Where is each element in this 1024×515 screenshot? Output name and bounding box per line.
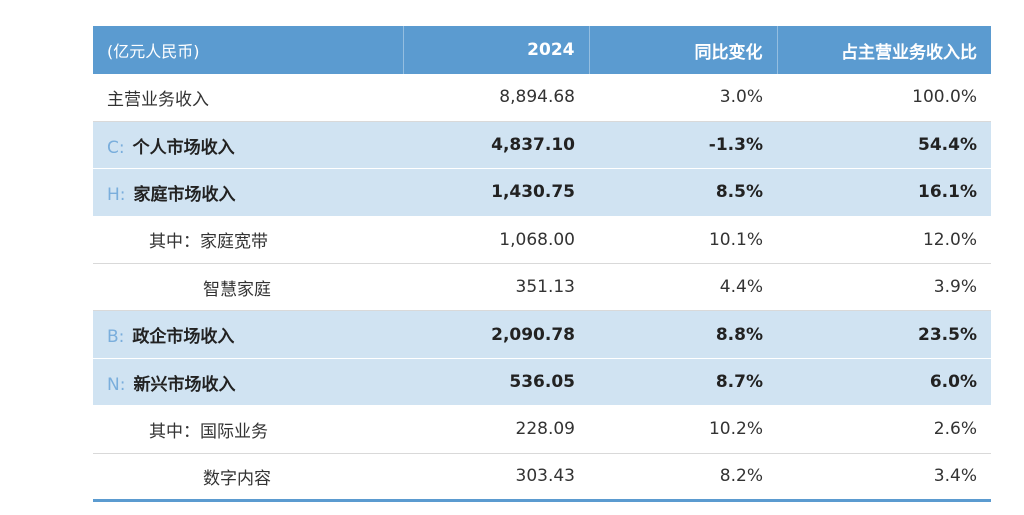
row-label: 个人市场收入 [132, 137, 235, 158]
row-yoy: 8.7% [715, 372, 763, 393]
row-label: 其中：国际业务 [149, 421, 268, 442]
row-yoy: -1.3% [708, 135, 763, 156]
row-yoy: 8.5% [715, 182, 763, 203]
header-share: 占主营业务收入比 [776, 26, 991, 74]
row-share: 3.4% [933, 466, 977, 487]
table-row-home: H: 家庭市场收入 1,430.75 8.5% 16.1% [93, 168, 991, 217]
row-prefix: H: [107, 184, 126, 205]
row-yoy: 10.2% [708, 419, 763, 440]
row-label-cell: N: 新兴市场收入 [93, 358, 403, 405]
row-value: 303.43 [515, 466, 575, 487]
row-yoy: 8.8% [715, 324, 763, 345]
table-row-business: B: 政企市场收入 2,090.78 8.8% 23.5% [93, 310, 991, 359]
table-row-home-broadband: 其中：家庭宽带 1,068.00 10.1% 12.0% [93, 216, 991, 264]
table-body: 主营业务收入 8,894.68 3.0% 100.0% C: 个人市场收入 4,8… [93, 74, 991, 501]
row-share: 100.0% [912, 87, 977, 108]
row-value: 228.09 [515, 419, 575, 440]
table-row-digital-content: 数字内容 303.43 8.2% 3.4% [93, 453, 991, 501]
row-share: 16.1% [918, 182, 977, 203]
row-label-cell: B: 政企市场收入 [93, 311, 403, 358]
row-value: 1,430.75 [491, 182, 575, 203]
revenue-table: (亿元人民币) 2024 同比变化 占主营业务收入比 主营业务收入 8,894.… [93, 26, 991, 502]
row-label: 其中：家庭宽带 [149, 232, 268, 253]
row-prefix: B: [107, 327, 125, 348]
row-prefix: N: [107, 374, 126, 395]
row-yoy: 4.4% [719, 277, 763, 298]
header-row: (亿元人民币) 2024 同比变化 占主营业务收入比 [93, 26, 991, 74]
row-label: 主营业务收入 [107, 89, 209, 110]
table-row-consumer: C: 个人市场收入 4,837.10 -1.3% 54.4% [93, 121, 991, 169]
row-label: 智慧家庭 [203, 279, 271, 300]
row-label: 新兴市场收入 [133, 374, 236, 395]
row-prefix: C: [107, 137, 125, 158]
row-label-cell: C: 个人市场收入 [93, 121, 403, 168]
header-year: 2024 [402, 26, 589, 74]
row-yoy: 8.2% [719, 466, 763, 487]
row-share: 3.9% [933, 277, 977, 298]
row-share: 54.4% [918, 135, 977, 156]
table-header: (亿元人民币) 2024 同比变化 占主营业务收入比 [93, 26, 991, 74]
row-yoy: 10.1% [708, 229, 763, 250]
revenue-table-container: (亿元人民币) 2024 同比变化 占主营业务收入比 主营业务收入 8,894.… [93, 26, 991, 502]
table-row-new-business: N: 新兴市场收入 536.05 8.7% 6.0% [93, 358, 991, 406]
row-label: 政企市场收入 [132, 327, 235, 348]
row-share: 2.6% [933, 419, 977, 440]
row-yoy: 3.0% [719, 87, 763, 108]
row-label: 家庭市场收入 [133, 184, 236, 205]
row-share: 12.0% [922, 229, 977, 250]
row-value: 4,837.10 [491, 135, 575, 156]
row-label-cell: H: 家庭市场收入 [93, 169, 403, 216]
row-value: 2,090.78 [491, 324, 575, 345]
row-value: 8,894.68 [499, 87, 575, 108]
table-row-smart-home: 智慧家庭 351.13 4.4% 3.9% [93, 264, 991, 311]
table-row-total: 主营业务收入 8,894.68 3.0% 100.0% [93, 74, 991, 122]
row-share: 6.0% [929, 372, 977, 393]
header-unit: (亿元人民币) [107, 42, 200, 61]
row-value: 351.13 [515, 277, 575, 298]
row-value: 1,068.00 [499, 229, 575, 250]
header-yoy: 同比变化 [588, 26, 777, 74]
row-share: 23.5% [918, 324, 977, 345]
table-row-international: 其中：国际业务 228.09 10.2% 2.6% [93, 406, 991, 454]
row-value: 536.05 [509, 372, 575, 393]
row-label: 数字内容 [203, 468, 271, 489]
